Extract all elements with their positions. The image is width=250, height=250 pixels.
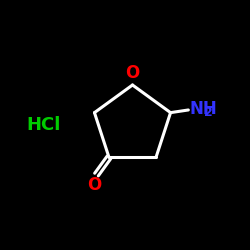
Text: O: O <box>87 176 102 194</box>
Text: O: O <box>126 64 140 82</box>
Text: NH: NH <box>190 100 217 118</box>
Text: 2: 2 <box>204 106 213 119</box>
Text: HCl: HCl <box>26 116 61 134</box>
